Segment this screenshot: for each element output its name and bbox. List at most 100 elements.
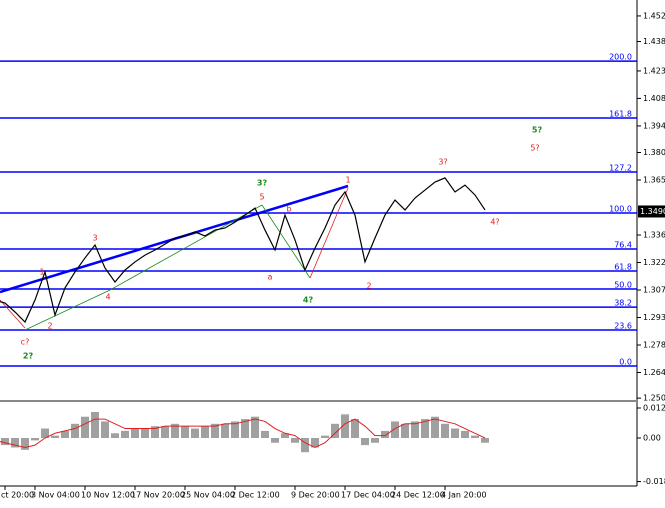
x-tick-label: 9 Dec 20:00 [291,491,340,500]
osc-bar [181,426,189,439]
x-tick-label: 24 Dec 12:00 [391,491,445,500]
osc-bar [11,438,19,448]
osc-bar [141,428,149,439]
osc-bar [331,423,339,439]
wave-line [0,299,26,329]
osc-bar [481,438,489,443]
y-tick-label: 1.4386 [643,37,665,46]
y-tick-label: 1.4086 [643,94,665,103]
osc-bar [1,438,9,446]
wave-label: 4 [105,293,110,302]
osc-bar [441,423,449,439]
x-tick-label: 4 Jan 20:00 [441,491,487,500]
osc-bar [361,438,369,446]
osc-bar [211,423,219,439]
wave-label: 4? [303,296,314,305]
y-tick-label: 1.3656 [643,175,665,184]
osc-bar [461,430,469,439]
osc-bar [171,423,179,439]
osc-bar [431,416,439,439]
osc-bar [451,428,459,439]
wave-label: b [286,205,291,214]
last-price-box [638,205,665,218]
osc-bar [321,435,329,439]
osc-bar [101,421,109,439]
osc-tick-label: 0.01268 [643,403,665,412]
osc-bar [81,416,89,439]
osc-bar [91,411,99,439]
y-tick-label: 1.3076 [643,285,665,294]
osc-bar [471,435,479,439]
x-tick-label: 2 Dec 12:00 [231,491,280,500]
osc-bar [351,419,359,439]
osc-bar [271,438,279,443]
y-tick-label: 1.2506 [643,394,665,403]
osc-bar [221,423,229,439]
wave-label: 3? [257,179,268,188]
osc-bar [71,423,79,439]
osc-bar [371,438,379,443]
osc-bar [301,438,309,453]
osc-bar [381,430,389,439]
wave-line [261,204,311,279]
wave-line [109,204,263,291]
x-tick-label: 10 Nov 12:00 [81,491,135,500]
fib-label: 61.8 [614,263,632,272]
x-tick-label: 17 Nov 20:00 [131,491,185,500]
wave-label: 1 [39,268,44,277]
osc-bar [131,428,139,439]
fib-label: 161.8 [609,109,632,118]
fib-label: 23.6 [614,322,632,331]
osc-bar [41,428,49,439]
osc-bar [281,433,289,439]
wave-label: 2 [47,322,52,331]
osc-bar [61,430,69,439]
wave-line [309,187,349,279]
osc-bar [251,416,259,439]
osc-bar [241,419,249,439]
osc-bar [201,426,209,439]
fib-label: 127.2 [609,164,632,173]
fib-label: 100.0 [609,204,632,213]
osc-bar [341,414,349,439]
wave-label: 3 [92,234,97,243]
osc-bar [111,433,119,439]
osc-bar [401,423,409,439]
x-tick-label: 25 Nov 04:00 [181,491,235,500]
x-tick-label: 3 Nov 04:00 [31,491,80,500]
y-tick-label: 1.3366 [643,230,665,239]
osc-bar [121,430,129,439]
osc-bar [151,426,159,439]
wave-label: 4? [490,218,499,227]
fib-label: 0.0 [619,358,632,367]
last-price-label: 1.3490 [640,207,665,216]
x-tick-label: 17 Dec 04:00 [341,491,395,500]
wave-label: 5? [530,144,539,153]
osc-tick-label: 0.00 [643,434,661,443]
osc-bar [191,428,199,439]
fib-label: 200.0 [609,53,632,62]
osc-bar [421,419,429,439]
wave-label: 5 [259,193,264,202]
osc-bar [311,438,319,448]
signal-line [0,418,486,449]
osc-bar [391,421,399,439]
wave-label: 2 [366,282,371,291]
osc-bar [231,421,239,439]
price-line [0,177,486,324]
fib-label: 50.0 [614,281,632,290]
osc-bar [51,435,59,439]
osc-bar [411,421,419,439]
wave-label: 5? [532,126,543,135]
osc-bar [31,438,39,441]
wave-label: a [268,273,273,282]
x-tick-label: ct 20:00 [1,491,34,500]
osc-bar [261,430,269,439]
